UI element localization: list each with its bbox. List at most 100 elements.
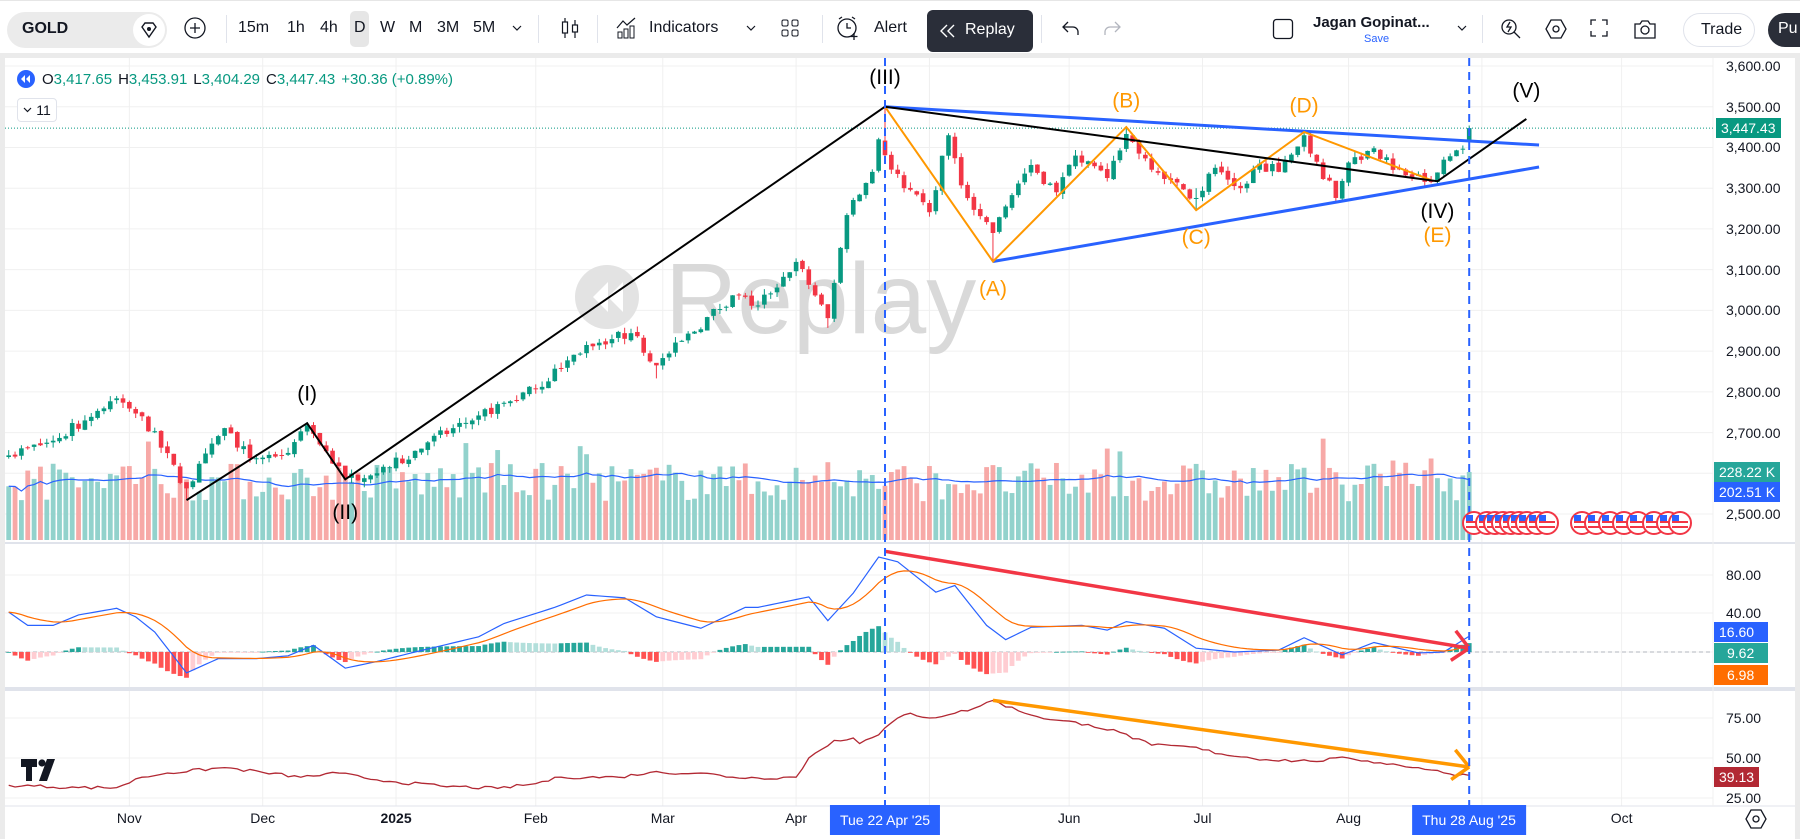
macd-histogram-bar [247, 652, 253, 653]
indicators-button[interactable]: Indicators [649, 19, 719, 36]
volume-bar [806, 481, 812, 540]
volume-bar [317, 487, 323, 540]
candle-body [1358, 156, 1364, 160]
candle-body [254, 458, 259, 460]
macd-histogram-bar [1079, 651, 1085, 653]
candle-body [1111, 160, 1116, 180]
volume-bar [425, 473, 431, 540]
volume-bar [152, 468, 158, 540]
compare-symbol-button[interactable] [182, 15, 208, 41]
volume-bar [1289, 464, 1294, 540]
candle-body [635, 331, 640, 337]
interval-4h[interactable]: 4h [320, 19, 338, 36]
price-axis-label: 3,200.00 [1726, 220, 1781, 237]
camera-snapshot-icon[interactable] [1632, 16, 1658, 42]
volume-bar [1193, 463, 1199, 540]
macd-histogram-bar [431, 646, 437, 652]
indicators-collapse-button[interactable]: 11 [17, 98, 57, 122]
layout-chevron-down-icon[interactable] [1455, 21, 1469, 35]
replay-button[interactable]: Replay [927, 10, 1033, 52]
candle-body [19, 448, 24, 456]
time-axis-label: Aug [1336, 810, 1362, 826]
volume-bar [1117, 451, 1123, 540]
macd-histogram-bar [400, 648, 405, 652]
volume-bar [742, 463, 748, 540]
selected-interval-highlight [350, 11, 369, 47]
macd-histogram-bar [330, 652, 335, 658]
layouts-grid-icon[interactable] [779, 17, 801, 39]
settings-hexagon-icon[interactable] [1543, 16, 1569, 42]
interval-15m[interactable]: 15m [238, 19, 270, 36]
macd-histogram-bar [120, 650, 126, 652]
volume-bar [876, 488, 882, 540]
alert-clock-icon[interactable] [835, 15, 861, 41]
chart-settings-icon[interactable] [1743, 806, 1769, 832]
layout-name[interactable]: Jagan Gopinat... [1313, 14, 1430, 31]
interval-1h[interactable]: 1h [287, 19, 305, 36]
macd-histogram-bar [527, 643, 532, 652]
interval-d[interactable]: D [354, 19, 366, 36]
interval-3m[interactable]: 3M [437, 19, 460, 36]
candle-body [108, 401, 113, 410]
indicators-icon[interactable] [614, 15, 640, 41]
candle-body [558, 367, 564, 369]
interval-5m[interactable]: 5M [473, 19, 496, 36]
volume-bar [165, 493, 170, 540]
wave-label-c: (C) [1182, 226, 1211, 249]
replay-mode-icon[interactable] [17, 70, 35, 88]
volume-tag: 228.22 K [1714, 462, 1781, 482]
volume-bar [247, 481, 253, 540]
volume-bar [6, 486, 12, 540]
flag-stripe [1539, 521, 1555, 523]
candle-body [971, 196, 977, 210]
symbol-type-icon[interactable] [133, 14, 165, 46]
indicators-chevron-down-icon[interactable] [744, 21, 758, 35]
oscillator-pane [8, 699, 1470, 790]
candle-body [908, 187, 913, 190]
redo-icon[interactable] [1101, 17, 1123, 39]
us-event-flag-icon[interactable] [1535, 511, 1559, 535]
tradingview-logo[interactable] [20, 758, 60, 782]
price-axis-label: 2,500.00 [1726, 506, 1781, 523]
candle-body [806, 269, 812, 285]
volume-bar [260, 491, 266, 540]
macd-histogram-bar [152, 652, 158, 664]
macd-histogram-bar [1231, 652, 1237, 657]
macd-histogram-bar [482, 644, 488, 652]
signal-tag: 6.98 [1714, 665, 1768, 685]
fullscreen-icon[interactable] [1588, 17, 1610, 39]
multi-select-checkbox-icon[interactable] [1272, 18, 1294, 40]
macd-histogram-bar [501, 641, 507, 652]
publish-button[interactable]: Pu [1768, 13, 1800, 47]
wave-label-b: (B) [1112, 89, 1140, 112]
alert-button[interactable]: Alert [874, 19, 907, 36]
interval-m[interactable]: M [409, 19, 423, 36]
volume-bar [1155, 487, 1161, 540]
save-button[interactable]: Save [1364, 33, 1390, 45]
candle-body [1041, 171, 1047, 184]
volume-bar [736, 480, 742, 540]
macd-histogram-bar [888, 637, 894, 652]
volume-bar [38, 466, 43, 540]
macd-histogram-bar [1187, 652, 1193, 663]
macd-histogram-bar [933, 652, 939, 665]
macd-histogram-bar [495, 642, 501, 652]
symbol-search[interactable]: GOLD [7, 12, 167, 48]
trade-button[interactable]: Trade [1683, 13, 1755, 47]
macd-histogram-bar [996, 652, 1002, 673]
economic-events[interactable] [1462, 511, 1692, 535]
quick-search-icon[interactable] [1498, 16, 1524, 42]
us-event-flag-icon[interactable] [1668, 511, 1692, 535]
candle-body [647, 353, 653, 362]
drawings[interactable]: (I) (II) (III) (IV) (V) (A) (B) (C) (D) (E) [185, 58, 1541, 806]
intervals-chevron-down-icon[interactable] [510, 21, 524, 35]
interval-w[interactable]: W [380, 19, 396, 36]
macd-histogram-bar [190, 652, 196, 671]
volume-bar [1231, 470, 1237, 540]
candle-body [285, 452, 291, 455]
macd-histogram-bar [1384, 651, 1390, 653]
macd-histogram-bar [146, 652, 151, 662]
candles-chart-type-icon[interactable] [557, 15, 583, 41]
undo-icon[interactable] [1060, 17, 1082, 39]
